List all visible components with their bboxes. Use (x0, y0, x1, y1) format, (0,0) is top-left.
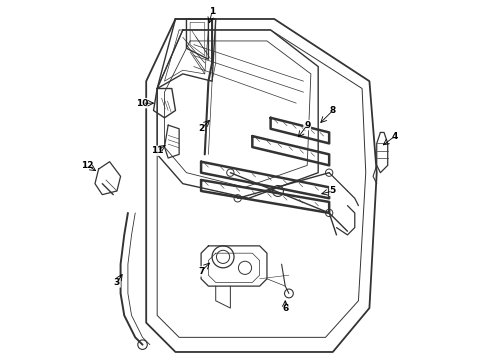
Text: 8: 8 (330, 106, 336, 115)
Text: 9: 9 (304, 121, 310, 130)
Text: 1: 1 (209, 7, 215, 16)
Text: 10: 10 (136, 99, 149, 108)
Text: 7: 7 (198, 267, 204, 276)
Text: 6: 6 (282, 303, 289, 312)
Text: 3: 3 (114, 278, 120, 287)
Text: 2: 2 (198, 124, 204, 133)
Text: 5: 5 (330, 186, 336, 195)
Text: 11: 11 (151, 146, 164, 155)
Text: 4: 4 (392, 132, 398, 141)
Text: 12: 12 (81, 161, 94, 170)
